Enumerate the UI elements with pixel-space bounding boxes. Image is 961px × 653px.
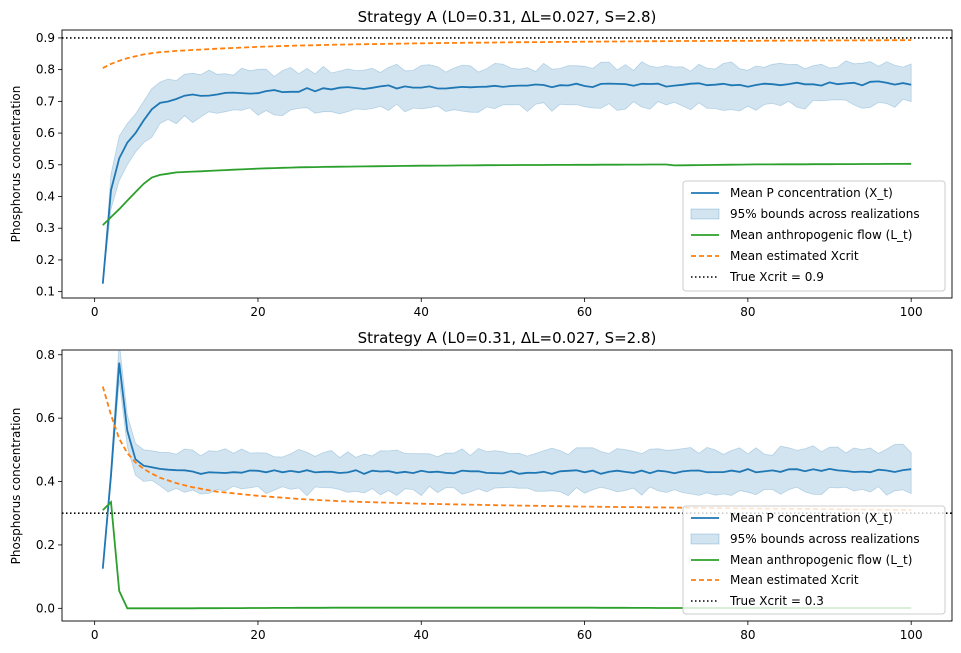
- mean-concentration-line: [101, 362, 912, 569]
- legend-label-e: Mean estimated Xcrit: [730, 573, 859, 587]
- plot-area-frame: [61, 349, 953, 622]
- x-tick-label: 100: [900, 628, 923, 642]
- y-tick-label: 0.3: [36, 221, 55, 235]
- y-tick-label: 0.8: [36, 63, 55, 77]
- plot-area-frame: [61, 29, 953, 299]
- axis-ticks: 0 20 40 60 80 100 0.0 0.2 0.4 0.6 0.8: [36, 348, 923, 642]
- legend-label-l: Mean anthropogenic flow (L_t): [730, 553, 912, 567]
- x-tick-label: 60: [577, 305, 592, 319]
- x-tick-label: 100: [900, 305, 923, 319]
- chart-title: Strategy A (L0=0.31, ΔL=0.027, S=2.8): [358, 8, 657, 26]
- y-axis-label: Phosphorus concentration: [9, 86, 23, 243]
- x-tick-label: 40: [414, 628, 429, 642]
- chart-panel-bottom: Strategy A (L0=0.31, ΔL=0.027, S=2.8) Ph…: [9, 329, 953, 642]
- legend-swatch-band: [690, 208, 720, 220]
- y-tick-label: 0.4: [36, 190, 55, 204]
- series-marks: [62, 37, 952, 284]
- anthropogenic-flow-line: [102, 162, 912, 226]
- y-tick-label: 0.6: [36, 411, 55, 425]
- x-tick-label: 60: [577, 628, 592, 642]
- y-tick-label: 0.5: [36, 158, 55, 172]
- y-tick-label: 0.4: [36, 475, 55, 489]
- x-tick-label: 80: [740, 305, 755, 319]
- y-axis-label: Phosphorus concentration: [9, 408, 23, 565]
- x-tick-label: 0: [91, 628, 99, 642]
- y-tick-label: 0.0: [36, 601, 55, 615]
- legend-label-t: True Xcrit = 0.9: [729, 270, 824, 284]
- legend-box: [682, 505, 946, 615]
- legend: Mean P concentration (X_t) 95% bounds ac…: [682, 180, 946, 292]
- chart-panel-top: Strategy A (L0=0.31, ΔL=0.027, S=2.8) Ph…: [9, 8, 953, 319]
- x-tick-label: 80: [740, 628, 755, 642]
- legend-label-l: Mean anthropogenic flow (L_t): [730, 228, 912, 242]
- legend-label-x: Mean P concentration (X_t): [730, 186, 893, 200]
- chart-title: Strategy A (L0=0.31, ΔL=0.027, S=2.8): [358, 329, 657, 347]
- y-tick-label: 0.7: [36, 94, 55, 108]
- x-tick-label: 20: [250, 305, 265, 319]
- x-tick-label: 40: [414, 305, 429, 319]
- legend-label-e: Mean estimated Xcrit: [730, 249, 859, 263]
- y-tick-label: 0.2: [36, 538, 55, 552]
- y-tick-label: 0.8: [36, 348, 55, 362]
- x-tick-label: 0: [91, 305, 99, 319]
- legend-label-t: True Xcrit = 0.3: [729, 594, 824, 608]
- y-tick-label: 0.1: [36, 285, 55, 299]
- y-tick-label: 0.9: [36, 31, 55, 45]
- mean-concentration-line: [101, 80, 912, 284]
- y-tick-label: 0.2: [36, 253, 55, 267]
- legend-box: [682, 180, 946, 292]
- legend-label-band: 95% bounds across realizations: [730, 532, 920, 546]
- x-tick-label: 20: [250, 628, 265, 642]
- axis-ticks: 0 20 40 60 80 100 0.1 0.2 0.3 0.4 0.5 0.6 0.7 0.8 0.9: [36, 31, 923, 319]
- y-tick-label: 0.6: [36, 126, 55, 140]
- estimated-xcrit-line: [102, 39, 912, 69]
- legend-label-band: 95% bounds across realizations: [730, 207, 920, 221]
- legend-swatch-band: [690, 533, 720, 545]
- legend-label-x: Mean P concentration (X_t): [730, 511, 893, 525]
- confidence-band: [102, 350, 912, 569]
- legend: Mean P concentration (X_t) 95% bounds ac…: [682, 505, 946, 615]
